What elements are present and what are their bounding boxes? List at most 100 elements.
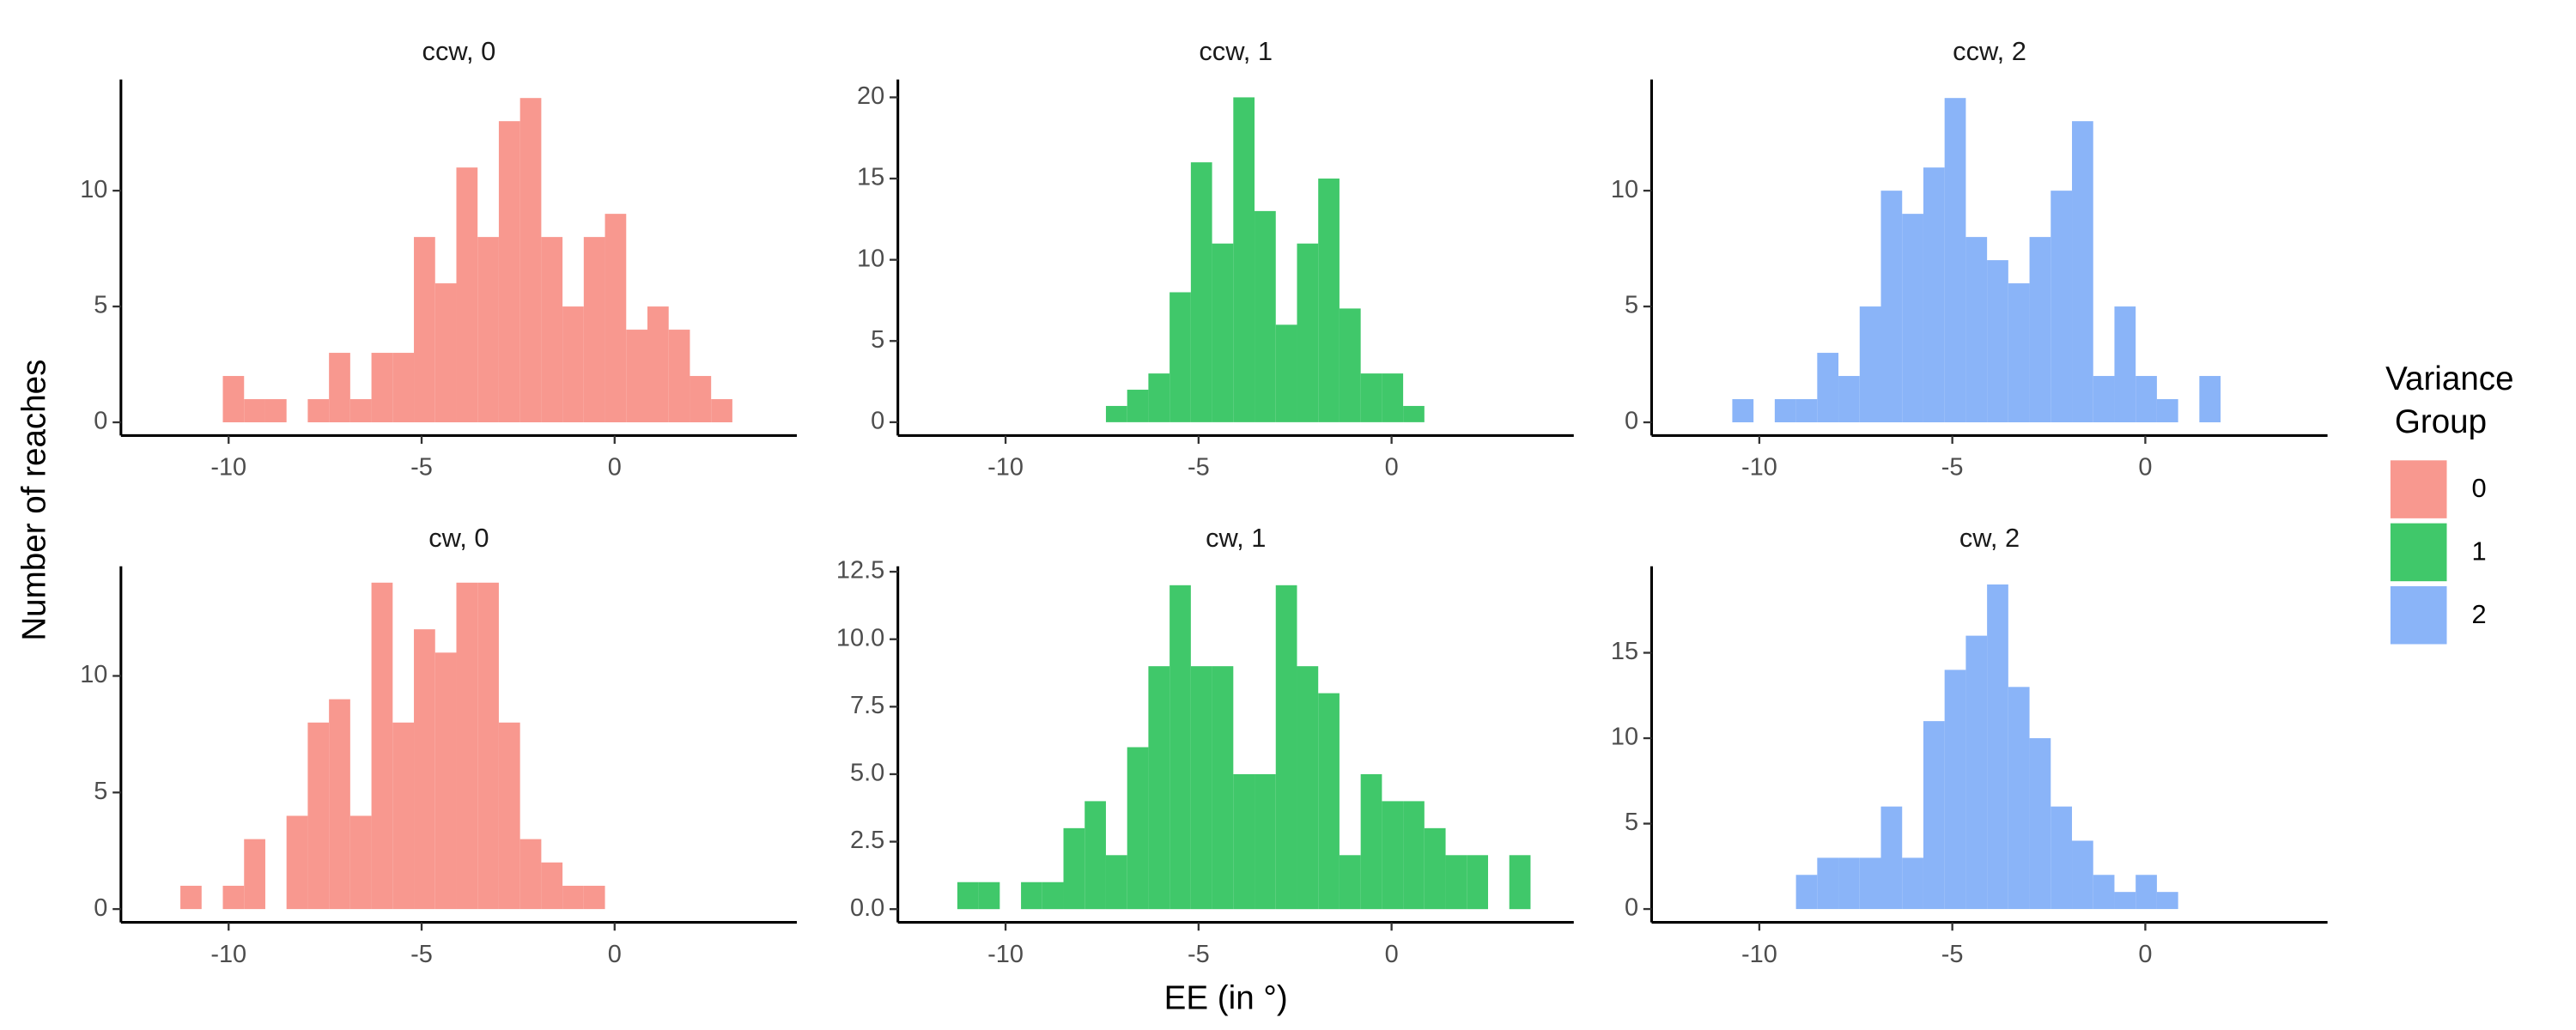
x-tick-label: 0 (608, 941, 622, 968)
panel-title: cw, 0 (428, 523, 489, 553)
y-tick-label: 15 (857, 164, 884, 191)
histogram-bar (2199, 376, 2221, 423)
histogram-bar (456, 582, 478, 910)
histogram-bar (1467, 855, 1489, 910)
y-tick-label: 10 (80, 176, 107, 203)
histogram-bar (583, 237, 605, 423)
histogram-bar (414, 629, 435, 910)
legend-key (2390, 585, 2447, 645)
y-tick-label: 15 (1611, 638, 1638, 665)
histogram-bar (1880, 806, 1903, 910)
histogram-bar (286, 815, 308, 910)
y-tick-label: 10.0 (836, 624, 884, 651)
histogram-bar (562, 885, 584, 910)
histogram-bar (690, 376, 712, 423)
y-tick-label: 7.5 (850, 692, 884, 719)
histogram-bar (222, 885, 245, 910)
histogram-bar (1318, 693, 1340, 910)
histogram-bar (1923, 721, 1945, 910)
histogram-bar (519, 98, 542, 423)
y-tick-label: 0 (1625, 894, 1638, 922)
histogram-bar (2114, 892, 2136, 910)
histogram-bar (957, 882, 979, 910)
histogram-bar (1445, 855, 1467, 910)
x-tick-label: -10 (987, 941, 1024, 968)
histogram-bar (1275, 585, 1297, 910)
histogram-bar (1424, 827, 1446, 910)
histogram-bar (1965, 635, 1988, 910)
legend-title: Variance (2385, 360, 2513, 397)
panel-title: ccw, 0 (422, 36, 496, 66)
histogram-bar (2156, 399, 2178, 423)
histogram-bar (1170, 292, 1191, 422)
histogram-bar (392, 353, 415, 423)
y-tick-label: 5 (1625, 809, 1638, 836)
histogram-bar (222, 376, 245, 423)
histogram-bar (668, 330, 690, 423)
histogram-bar (2029, 738, 2051, 910)
x-tick-label: -5 (1188, 941, 1210, 968)
histogram-bar (180, 885, 202, 910)
histogram-bar (1105, 405, 1127, 422)
histogram-bar (414, 237, 435, 423)
y-tick-label: 2.5 (850, 827, 884, 854)
histogram-bar (1509, 855, 1531, 910)
histogram-bar (1170, 585, 1191, 910)
histogram-bar (1318, 179, 1340, 422)
y-tick-label: 20 (857, 82, 884, 110)
histogram-bar (1233, 97, 1255, 422)
histogram-bar (371, 582, 393, 910)
histogram-bar (434, 283, 457, 423)
x-tick-label: -10 (210, 941, 246, 968)
histogram-bar (329, 699, 350, 910)
histogram-bar (2072, 121, 2093, 423)
histogram-bar (2008, 283, 2030, 423)
histogram-bar (1880, 191, 1903, 423)
histogram-bar (1902, 214, 1923, 423)
histogram-bar (1212, 666, 1234, 910)
histogram-bar (1403, 801, 1425, 910)
histogram-bar (2029, 237, 2051, 423)
histogram-bar (329, 353, 350, 423)
legend-label: 2 (2471, 599, 2486, 629)
histogram-bar (1042, 882, 1064, 910)
y-tick-label: 5.0 (850, 760, 884, 787)
y-tick-label: 10 (80, 661, 107, 688)
y-tick-label: 10 (1611, 176, 1638, 203)
histogram-bar (1339, 308, 1361, 422)
histogram-bar (349, 815, 372, 910)
x-tick-label: -5 (1941, 941, 1964, 968)
histogram-bar (1774, 399, 1796, 423)
histogram-bar (2050, 806, 2073, 910)
histogram-bar (1944, 98, 1966, 423)
histogram-bar (1255, 773, 1276, 910)
legend-key (2390, 460, 2447, 518)
legend-title: Group (2385, 403, 2487, 440)
histogram-bar (2093, 875, 2115, 910)
histogram-bar (307, 722, 330, 910)
histogram-bar (1838, 857, 1860, 910)
y-tick-label: 10 (1611, 724, 1638, 751)
histogram-bar (392, 722, 415, 910)
histogram-bar (1382, 373, 1404, 422)
panel-title: ccw, 2 (1953, 36, 2026, 66)
histogram-bar (456, 167, 478, 423)
x-tick-label: -5 (410, 454, 433, 482)
histogram-bar (583, 885, 605, 910)
panel-title: cw, 1 (1206, 523, 1266, 553)
histogram-bar (1084, 801, 1106, 910)
x-tick-label: -5 (1941, 454, 1964, 482)
histogram-bar (2050, 191, 2073, 423)
histogram-bar (1233, 773, 1255, 910)
histogram-bar (349, 399, 372, 423)
histogram-bar (1127, 747, 1149, 910)
histogram-bar (1838, 376, 1860, 423)
histogram-bar (1127, 390, 1149, 422)
y-tick-label: 5 (1625, 292, 1638, 319)
histogram-bar (1190, 666, 1212, 910)
histogram-bar (1795, 399, 1818, 423)
histogram-bar (477, 582, 499, 910)
histogram-bar (541, 237, 563, 423)
histogram-bar (1297, 243, 1319, 422)
